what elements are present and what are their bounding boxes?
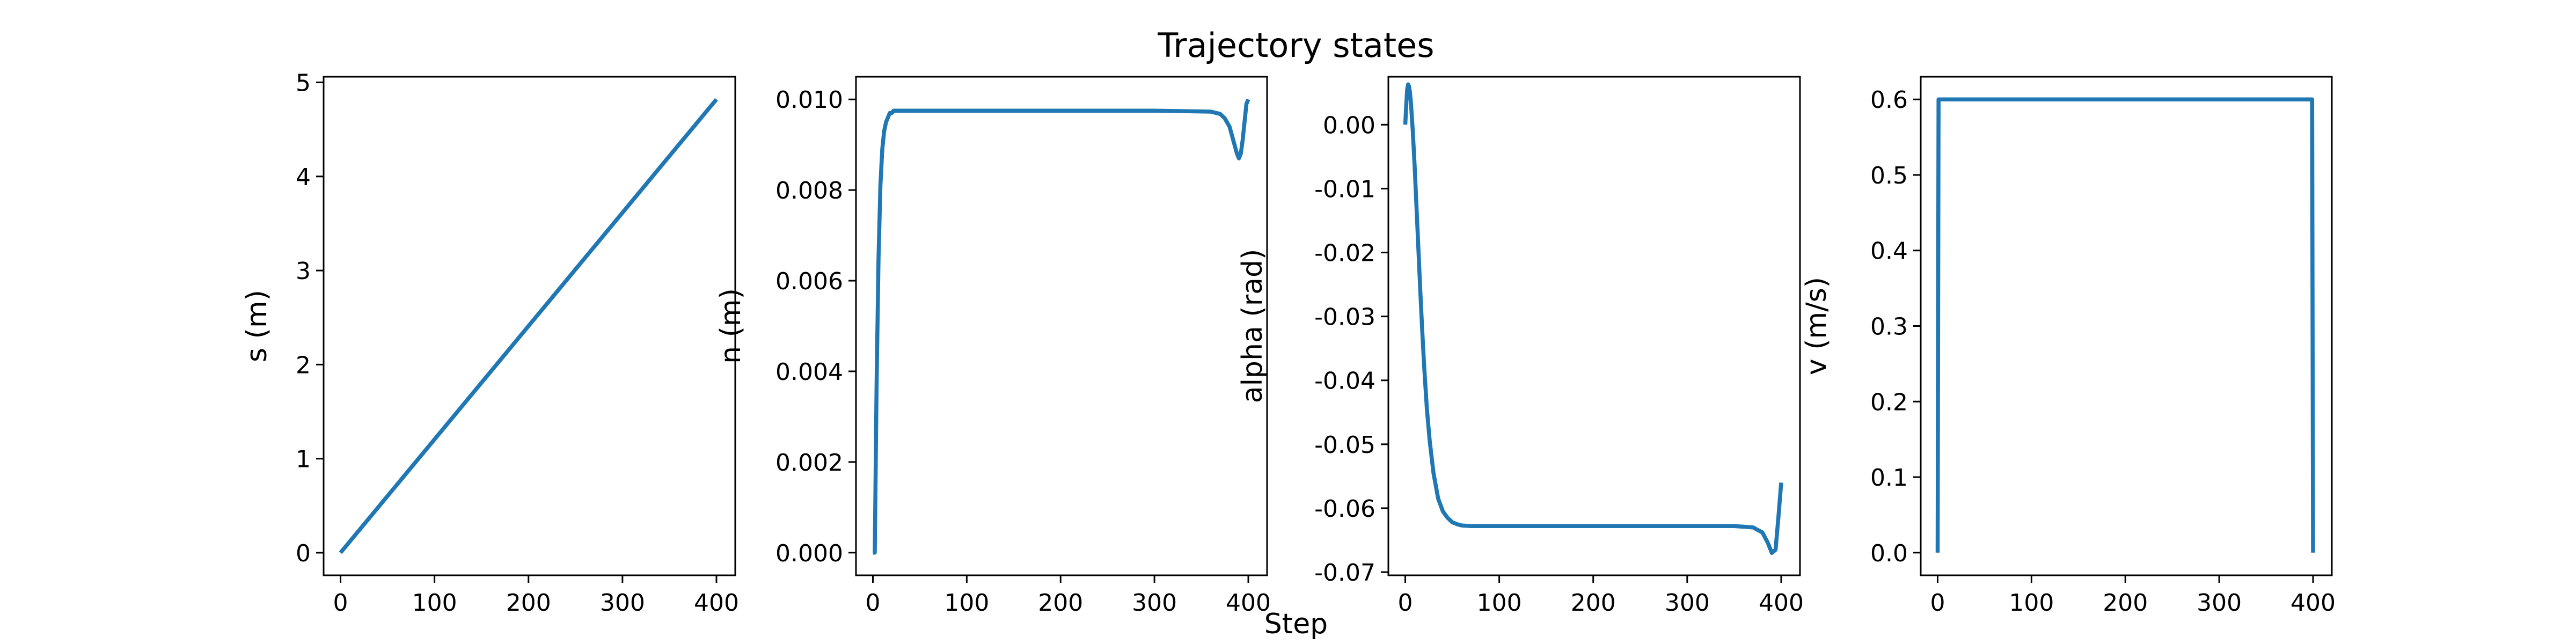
v-y-tick-label: 0.6 <box>1870 86 1908 114</box>
s-x-tick-label: 100 <box>412 589 457 617</box>
v-x-tick-label: 400 <box>2290 589 2336 617</box>
n-y-tick-label: 0.004 <box>775 358 843 386</box>
alpha-y-tick-label: -0.05 <box>1314 431 1375 459</box>
alpha-series-line <box>1403 82 1783 555</box>
alpha-y-tick-label: 0.00 <box>1323 112 1375 139</box>
v-y-tick-label: 0.0 <box>1870 540 1908 567</box>
s-x-tick-label: 200 <box>506 589 551 617</box>
alpha-y-tick-label: -0.06 <box>1314 495 1375 523</box>
alpha-y-tick-label: -0.04 <box>1314 368 1375 395</box>
v-x-tick-label: 300 <box>2197 589 2242 617</box>
subplot-s: 0 100 200 300 400 0 1 2 3 4 5 s (m) <box>241 70 739 617</box>
figure-title: Trajectory states <box>1157 26 1434 65</box>
s-axes-frame <box>323 76 736 576</box>
alpha-y-tick-label: -0.07 <box>1314 559 1375 587</box>
n-x-tick-label: 400 <box>1226 589 1271 617</box>
alpha-y-tick-label: -0.01 <box>1314 175 1375 203</box>
s-x-tick-label: 300 <box>600 589 645 617</box>
v-y-axis-label: v (m/s) <box>1801 277 1833 375</box>
n-y-tick-label: 0.008 <box>775 177 843 204</box>
s-series-line <box>339 98 718 554</box>
s-y-tick-label: 4 <box>296 164 311 191</box>
n-x-tick-label: 200 <box>1038 589 1083 617</box>
alpha-y-tick-label: -0.02 <box>1314 240 1375 267</box>
alpha-y-axis-label: alpha (rad) <box>1236 249 1269 404</box>
s-y-tick-label: 3 <box>296 258 311 285</box>
v-y-tick-label: 0.3 <box>1870 313 1908 341</box>
n-axes-frame <box>855 76 1268 576</box>
s-y-tick-label: 5 <box>296 70 311 97</box>
subplot-alpha: 0 100 200 300 400 0.00 -0.01 -0.02 -0.03 -0.04 -0.… <box>1236 76 1804 617</box>
n-y-axis-label: n (m) <box>715 288 747 364</box>
v-y-tick-label: 0.5 <box>1870 162 1908 189</box>
alpha-x-tick-label: 100 <box>1477 589 1522 617</box>
shared-x-axis-label: Step <box>1264 608 1328 640</box>
n-x-tick-label: 0 <box>865 589 880 617</box>
alpha-y-tick-label: -0.03 <box>1314 304 1375 331</box>
alpha-x-tick-label: 400 <box>1759 589 1804 617</box>
v-series-line <box>1935 97 2315 553</box>
s-x-tick-label: 400 <box>694 589 739 617</box>
subplot-grid: 0 100 200 300 400 0 1 2 3 4 5 s (m) 0 100 200 300 400 0.0… <box>241 70 2336 617</box>
n-y-tick-label: 0.006 <box>775 268 843 295</box>
v-x-tick-label: 200 <box>2103 589 2148 617</box>
subplot-n: 0 100 200 300 400 0.000 0.002 0.004 0.006 0.008 0.… <box>715 76 1271 617</box>
v-y-tick-label: 0.1 <box>1870 464 1908 492</box>
alpha-x-tick-label: 300 <box>1665 589 1710 617</box>
alpha-axes-frame <box>1387 76 1801 576</box>
n-y-tick-label: 0.000 <box>775 540 843 567</box>
n-y-tick-label: 0.002 <box>775 449 843 477</box>
v-y-tick-label: 0.4 <box>1870 238 1908 265</box>
n-x-tick-label: 100 <box>944 589 989 617</box>
v-axes-frame <box>1920 76 2333 576</box>
n-series-line <box>873 98 1250 555</box>
alpha-x-tick-label: 200 <box>1571 589 1616 617</box>
v-x-tick-label: 0 <box>1930 589 1945 617</box>
s-y-tick-label: 2 <box>296 352 311 379</box>
v-y-tick-label: 0.2 <box>1870 389 1908 416</box>
v-x-tick-label: 100 <box>2009 589 2054 617</box>
n-y-tick-label: 0.010 <box>775 86 843 114</box>
n-x-tick-label: 300 <box>1132 589 1177 617</box>
alpha-x-tick-label: 0 <box>1398 589 1413 617</box>
s-y-tick-label: 1 <box>296 446 311 473</box>
s-y-tick-label: 0 <box>296 540 311 567</box>
s-x-tick-label: 0 <box>333 589 348 617</box>
s-y-axis-label: s (m) <box>241 290 273 362</box>
subplot-v: 0 100 200 300 400 0.0 0.1 0.2 0.3 0.4 0.5 0.6 v (m/s… <box>1801 76 2336 617</box>
